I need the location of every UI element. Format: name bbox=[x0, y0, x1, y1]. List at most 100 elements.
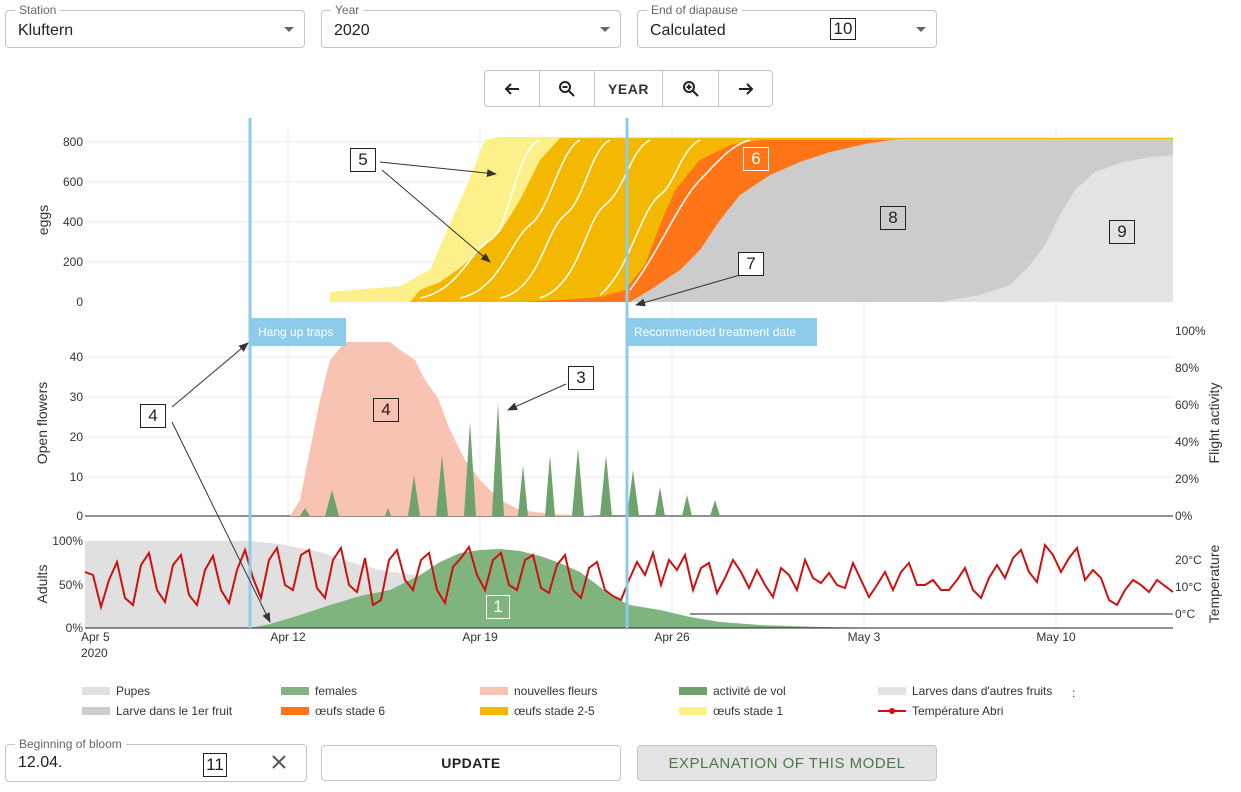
station-select[interactable]: Station Kluftern bbox=[5, 3, 305, 48]
x-tick: Apr 12 bbox=[270, 630, 306, 644]
previous-button[interactable] bbox=[485, 71, 540, 106]
flowers-ytick: 30 bbox=[70, 390, 84, 404]
legend-label: œufs stade 2-5 bbox=[514, 704, 595, 718]
bloom-date-input[interactable] bbox=[18, 754, 188, 772]
explanation-button[interactable]: EXPLANATION OF THIS MODEL bbox=[637, 745, 937, 781]
legend-item[interactable]: Température Abri bbox=[878, 704, 1003, 718]
legend-swatch bbox=[878, 708, 906, 714]
adults-ytick: 50% bbox=[59, 578, 83, 592]
legend-swatch bbox=[281, 687, 309, 695]
flowers-ytick: 10 bbox=[70, 470, 84, 484]
annotation-4-flowers: 4 bbox=[373, 398, 399, 422]
chevron-down-icon bbox=[600, 27, 610, 32]
eggs-ytick: 200 bbox=[63, 255, 83, 269]
legend-item[interactable]: œufs stade 2-5 bbox=[480, 704, 595, 718]
zoom-in-button[interactable] bbox=[663, 71, 719, 106]
temperature-axis-label: Temperature bbox=[1206, 544, 1222, 623]
legend-label: females bbox=[315, 684, 358, 698]
legend-item[interactable]: activité de vol bbox=[679, 684, 786, 698]
diapause-label: End of diapause bbox=[647, 3, 742, 17]
flowers-right-tick: 60% bbox=[1175, 398, 1199, 412]
adults-ytick: 100% bbox=[52, 534, 83, 548]
timeline-navigation: YEAR bbox=[484, 70, 773, 107]
annotation-4: 4 bbox=[140, 404, 166, 428]
x-tick: Apr 5 bbox=[81, 630, 110, 644]
chevron-down-icon bbox=[916, 27, 926, 32]
arrow-right-icon bbox=[738, 82, 753, 95]
diapause-select[interactable]: End of diapause Calculated bbox=[637, 3, 937, 48]
legend-swatch bbox=[480, 687, 508, 695]
legend-more[interactable]: : bbox=[1072, 686, 1076, 700]
zoom-out-icon bbox=[559, 80, 575, 97]
annotation-10: 10 bbox=[830, 18, 856, 40]
new-flowers-area bbox=[290, 342, 600, 516]
year-value: 2020 bbox=[334, 22, 370, 39]
legend-swatch bbox=[679, 687, 707, 695]
larva-other-fruits-area bbox=[940, 155, 1173, 302]
flowers-right-tick: 20% bbox=[1175, 472, 1199, 486]
temp-ytick: 10°C bbox=[1175, 580, 1202, 594]
legend-item[interactable]: œufs stade 1 bbox=[679, 704, 783, 718]
legend-label: Larve dans le 1er fruit bbox=[116, 704, 233, 718]
temp-ytick: 0°C bbox=[1175, 607, 1195, 621]
update-button[interactable]: UPDATE bbox=[321, 745, 621, 781]
station-value: Kluftern bbox=[18, 22, 74, 39]
hang-traps-label: Hang up traps bbox=[258, 325, 333, 339]
temperature-line bbox=[84, 542, 1174, 611]
treatment-date-label: Recommended treatment date bbox=[634, 325, 796, 339]
x-tick-year: 2020 bbox=[81, 646, 108, 660]
year-button[interactable]: YEAR bbox=[595, 71, 663, 106]
annotation-3: 3 bbox=[568, 366, 594, 390]
bloom-label: Beginning of bloom bbox=[15, 737, 126, 751]
arrow-left-icon bbox=[504, 82, 519, 95]
annotation-arrows bbox=[171, 161, 741, 623]
annotation-5: 5 bbox=[350, 148, 376, 172]
annotation-8: 8 bbox=[880, 206, 906, 230]
zoom-out-button[interactable] bbox=[540, 71, 595, 106]
next-button[interactable] bbox=[719, 71, 772, 106]
legend-item[interactable]: Larves dans d'autres fruits bbox=[878, 684, 1052, 698]
legend-label: œufs stade 6 bbox=[315, 704, 386, 718]
adults-ytick: 0% bbox=[66, 621, 84, 635]
flowers-right-tick: 100% bbox=[1175, 324, 1206, 338]
flowers-ytick: 20 bbox=[70, 430, 84, 444]
flowers-right-tick: 0% bbox=[1175, 509, 1193, 523]
flowers-right-tick: 80% bbox=[1175, 361, 1199, 375]
station-label: Station bbox=[15, 3, 61, 17]
flowers-ytick: 0 bbox=[76, 509, 83, 523]
annotation-7: 7 bbox=[738, 252, 764, 276]
legend-swatch bbox=[82, 707, 110, 715]
eggs-ytick: 800 bbox=[63, 135, 83, 149]
legend-label: Température Abri bbox=[912, 704, 1004, 718]
legend-label: œufs stade 1 bbox=[713, 704, 784, 718]
legend-swatch bbox=[281, 707, 309, 715]
eggs-cohort-lines bbox=[419, 139, 751, 299]
eggs-ytick: 400 bbox=[63, 215, 83, 229]
x-tick: May 10 bbox=[1036, 630, 1076, 644]
diapause-value: Calculated bbox=[650, 22, 726, 39]
annotation-11: 11 bbox=[203, 753, 227, 777]
close-icon[interactable] bbox=[270, 753, 288, 776]
legend-item[interactable]: nouvelles fleurs bbox=[480, 684, 597, 698]
legend-label: Larves dans d'autres fruits bbox=[912, 684, 1053, 698]
eggs-chart: 800 600 400 200 0 eggs bbox=[35, 135, 1173, 309]
year-select[interactable]: Year 2020 bbox=[321, 3, 621, 48]
legend-swatch bbox=[679, 707, 707, 715]
legend-item[interactable]: females bbox=[281, 684, 357, 698]
legend-swatch bbox=[480, 707, 508, 715]
annotation-1: 1 bbox=[486, 595, 510, 619]
zoom-in-icon bbox=[682, 80, 699, 97]
bloom-date-field[interactable]: Beginning of bloom bbox=[5, 737, 307, 782]
flowers-ytick: 40 bbox=[70, 350, 84, 364]
flowers-right-tick: 40% bbox=[1175, 435, 1199, 449]
legend-item[interactable]: œufs stade 6 bbox=[281, 704, 385, 718]
annotation-6: 6 bbox=[743, 147, 769, 171]
x-tick: Apr 26 bbox=[654, 630, 690, 644]
legend-item[interactable]: Larve dans le 1er fruit bbox=[82, 704, 232, 718]
eggs-axis-label: eggs bbox=[35, 205, 51, 235]
legend-label: nouvelles fleurs bbox=[514, 684, 598, 698]
x-tick: Apr 19 bbox=[462, 630, 498, 644]
legend-swatch bbox=[878, 687, 906, 695]
legend-label: Pupes bbox=[116, 684, 151, 698]
legend-item[interactable]: Pupes bbox=[82, 684, 150, 698]
